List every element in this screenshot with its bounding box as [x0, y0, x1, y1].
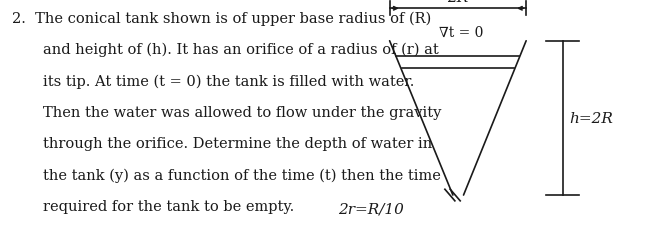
- Text: and height of (h). It has an orifice of a radius of (r) at: and height of (h). It has an orifice of …: [43, 43, 439, 57]
- Text: ∇t = 0: ∇t = 0: [439, 25, 484, 39]
- Text: required for the tank to be empty.: required for the tank to be empty.: [43, 199, 294, 213]
- Text: 2r=R/10: 2r=R/10: [338, 202, 404, 216]
- Text: through the orifice. Determine the depth of water in: through the orifice. Determine the depth…: [43, 136, 432, 150]
- Text: the tank (y) as a function of the time (t) then the time: the tank (y) as a function of the time (…: [43, 167, 441, 182]
- Text: 2R: 2R: [448, 0, 468, 5]
- Text: its tip. At time (t = 0) the tank is filled with water.: its tip. At time (t = 0) the tank is fil…: [43, 74, 415, 88]
- Text: h=2R: h=2R: [569, 111, 613, 125]
- Text: 2.  The conical tank shown is of upper base radius of (R): 2. The conical tank shown is of upper ba…: [12, 12, 432, 26]
- Text: Then the water was allowed to flow under the gravity: Then the water was allowed to flow under…: [43, 105, 442, 119]
